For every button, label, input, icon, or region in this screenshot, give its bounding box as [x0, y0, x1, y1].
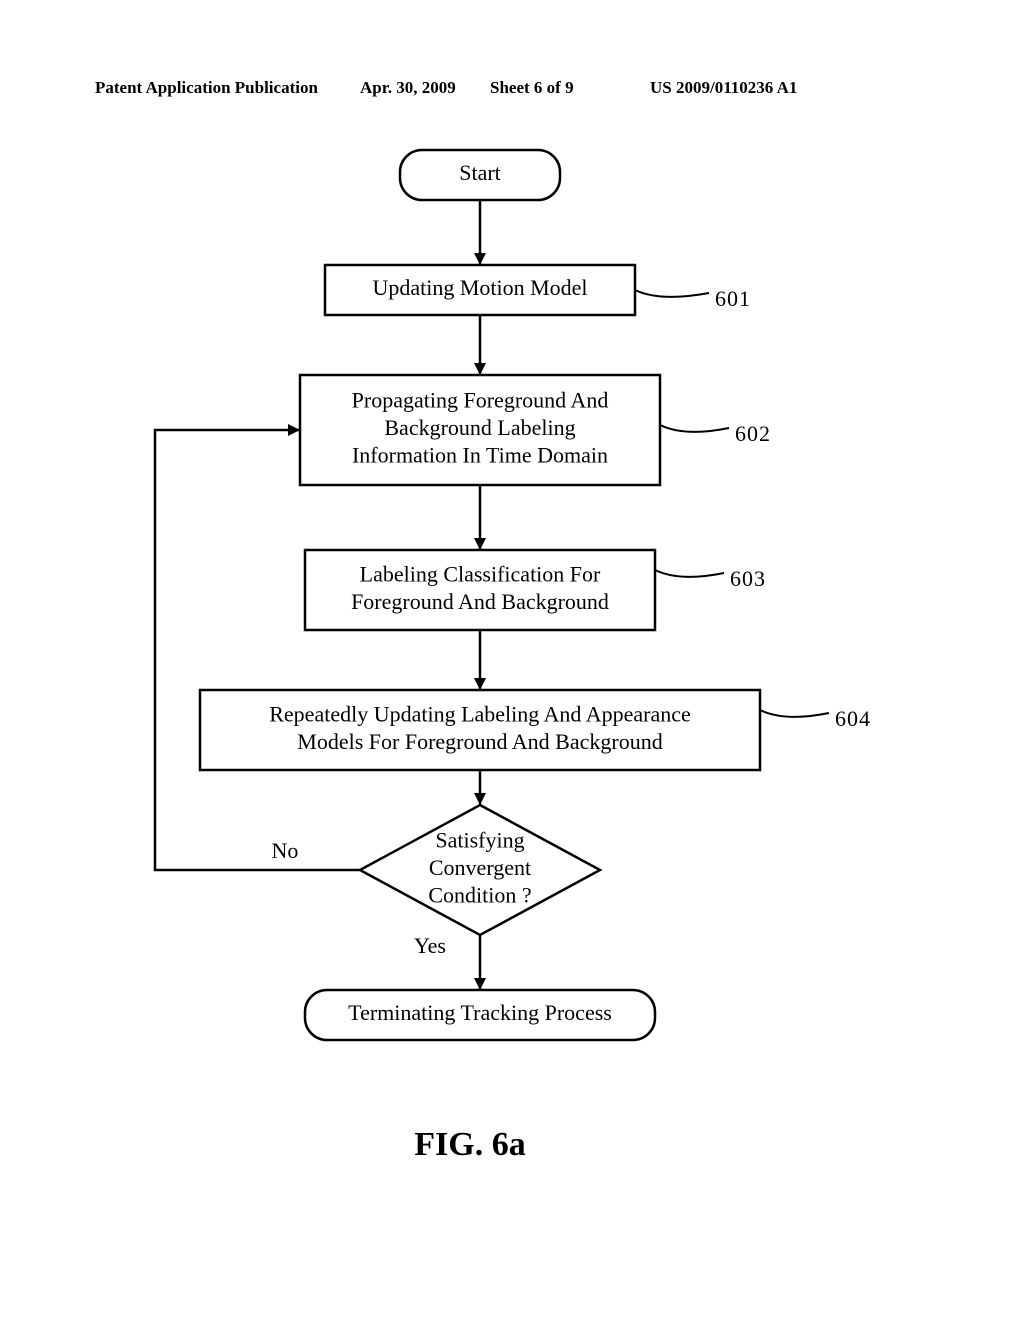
ref-label-r601: 601	[715, 286, 751, 311]
arrowhead-icon	[474, 538, 486, 550]
node-text-dec-2: Condition ?	[428, 883, 531, 908]
edge-label-yes: Yes	[414, 933, 446, 958]
ref-label-r602: 602	[735, 421, 771, 446]
node-text-s602-2: Information In Time Domain	[352, 443, 608, 468]
loop-connector	[155, 430, 360, 870]
figure-caption: FIG. 6a	[414, 1126, 525, 1163]
node-text-s604-1: Models For Foreground And Background	[297, 729, 662, 754]
node-text-s604-0: Repeatedly Updating Labeling And Appeara…	[269, 701, 691, 726]
ref-leader-r602	[660, 425, 729, 432]
node-text-s602-0: Propagating Foreground And	[352, 388, 609, 413]
arrowhead-icon	[288, 424, 300, 436]
ref-label-r603: 603	[730, 566, 766, 591]
ref-label-r604: 604	[835, 706, 871, 731]
ref-leader-r604	[760, 710, 829, 717]
arrowhead-icon	[474, 678, 486, 690]
node-text-s603-0: Labeling Classification For	[360, 561, 601, 586]
arrowhead-icon	[474, 253, 486, 265]
node-text-s602-1: Background Labeling	[384, 415, 575, 440]
arrowhead-icon	[474, 978, 486, 990]
arrowhead-icon	[474, 793, 486, 805]
node-text-end-0: Terminating Tracking Process	[348, 1000, 612, 1025]
ref-leader-r603	[655, 570, 724, 577]
node-text-start-0: Start	[459, 160, 501, 185]
node-text-s603-1: Foreground And Background	[351, 589, 609, 614]
node-text-s601-0: Updating Motion Model	[372, 275, 587, 300]
flowchart: Start Updating Motion Model Propagating Fo…	[0, 0, 1024, 1320]
edge-label-no: No	[272, 838, 299, 863]
page: Patent Application Publication Apr. 30, …	[0, 0, 1024, 1320]
arrowhead-icon	[474, 363, 486, 375]
ref-leader-r601	[635, 290, 709, 297]
node-text-dec-1: Convergent	[429, 855, 531, 880]
node-text-dec-0: Satisfying	[435, 828, 524, 853]
